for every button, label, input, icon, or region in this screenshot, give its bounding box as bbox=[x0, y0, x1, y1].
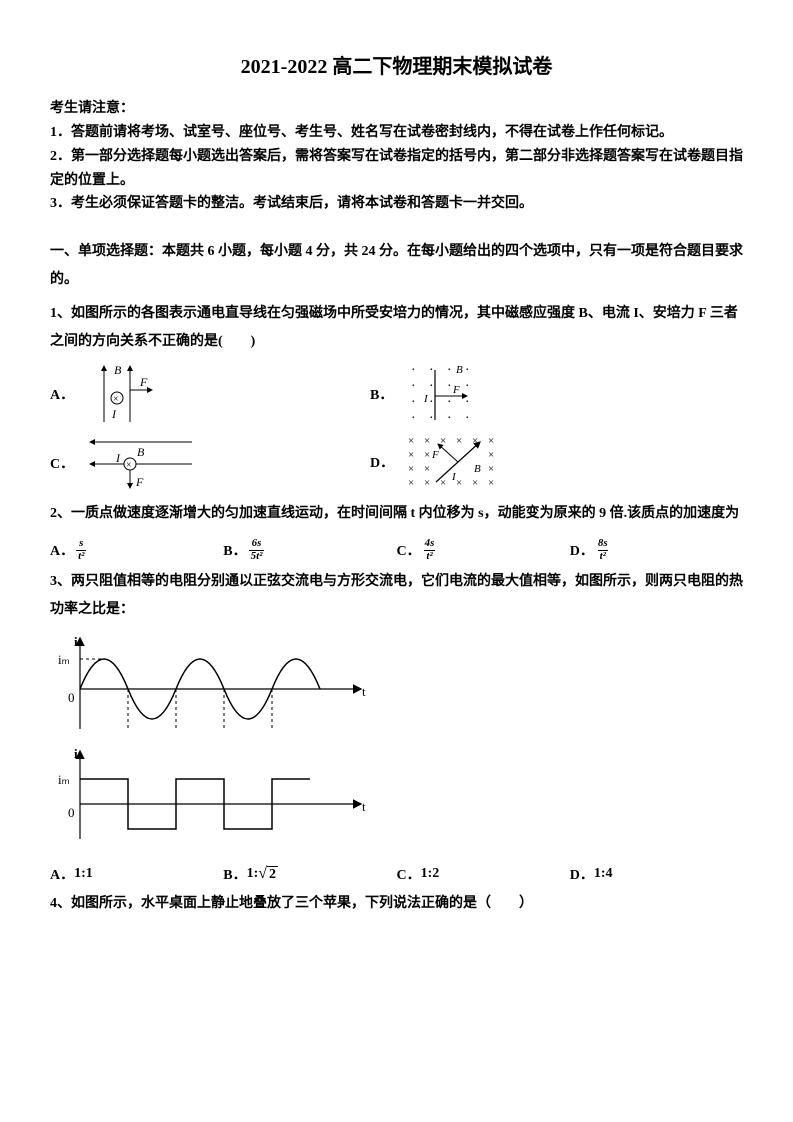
svg-text:×: × bbox=[408, 477, 414, 489]
svg-text:×: × bbox=[456, 435, 462, 447]
svg-text:·: · bbox=[429, 395, 434, 410]
q1-opt-d-label: D． bbox=[370, 452, 394, 472]
notice-item: 1．答题前请将考场、试室号、座位号、考生号、姓名写在试卷密封线内，不得在试卷上作… bbox=[50, 121, 743, 145]
q3-b-pre: 1: bbox=[247, 866, 259, 882]
q1-opt-c-label: C． bbox=[50, 453, 74, 473]
svg-text:F: F bbox=[135, 475, 144, 489]
svg-text:F: F bbox=[431, 449, 439, 461]
svg-text:·: · bbox=[465, 411, 470, 426]
q3-b-label: B． bbox=[223, 864, 246, 884]
q3-stem: 3、两只阻值相等的电阻分别通以正弦交流电与方形交流电，它们电流的最大值相等，如图… bbox=[50, 568, 743, 624]
q3-c-label: C． bbox=[397, 864, 421, 884]
q3-d-text: 1:4 bbox=[594, 866, 613, 882]
svg-text:×: × bbox=[440, 477, 446, 489]
notice-head: 考生请注意： bbox=[50, 97, 743, 117]
q1-diagram-d: ×××××× ××× ××× ×××××× F B I bbox=[402, 432, 522, 492]
svg-text:·: · bbox=[447, 395, 452, 410]
q1-opt-a-label: A． bbox=[50, 384, 74, 404]
svg-text:0: 0 bbox=[68, 805, 75, 820]
svg-text:·: · bbox=[429, 363, 434, 378]
svg-text:B: B bbox=[137, 445, 145, 459]
svg-text:×: × bbox=[488, 449, 494, 461]
svg-text:·: · bbox=[429, 379, 434, 394]
svg-text:·: · bbox=[447, 411, 452, 426]
q1-diagram-c: B × I F bbox=[82, 432, 202, 494]
q3-d-label: D． bbox=[570, 864, 594, 884]
exam-title: 2021-2022 高二下物理期末模拟试卷 bbox=[50, 50, 743, 79]
svg-text:B: B bbox=[114, 363, 122, 377]
svg-text:×: × bbox=[424, 435, 430, 447]
svg-text:I: I bbox=[115, 451, 121, 465]
section-1-head: 一、单项选择题：本题共 6 小题，每小题 4 分，共 24 分。在每小题给出的四… bbox=[50, 238, 743, 294]
q4-stem: 4、如图所示，水平桌面上静止地叠放了三个苹果，下列说法正确的是（ ） bbox=[50, 890, 743, 918]
svg-text:·: · bbox=[429, 411, 434, 426]
svg-text:t: t bbox=[362, 684, 366, 699]
svg-text:×: × bbox=[126, 460, 132, 471]
svg-text:i: i bbox=[74, 746, 78, 761]
svg-text:F: F bbox=[452, 384, 460, 396]
svg-text:i: i bbox=[74, 634, 78, 649]
q1-row-cd: C． B × I F D． × × × × × × × × × × × × × × × × × × F bbox=[50, 432, 743, 494]
svg-text:·: · bbox=[411, 395, 416, 410]
q3-c-text: 1:2 bbox=[421, 866, 440, 882]
svg-text:×: × bbox=[408, 449, 414, 461]
q3-a-label: A． bbox=[50, 864, 74, 884]
svg-text:·: · bbox=[411, 363, 416, 378]
svg-text:×: × bbox=[424, 449, 430, 461]
svg-text:I: I bbox=[111, 407, 117, 421]
q2-c-frac: 4st² bbox=[423, 538, 437, 562]
q2-stem: 2、一质点做速度逐渐增大的匀加速直线运动，在时间间隔 t 内位移为 s，动能变为… bbox=[50, 500, 743, 528]
svg-text:×: × bbox=[424, 463, 430, 475]
svg-text:F: F bbox=[139, 375, 148, 389]
q2-d-frac: 8st² bbox=[596, 538, 610, 562]
q1-diagram-a: B × I F bbox=[82, 360, 172, 428]
q1-row-ab: A． B × I F B． ···· ···· ···· ···· B I bbox=[50, 360, 743, 428]
svg-text:×: × bbox=[113, 394, 119, 405]
notice-item: 3．考生必须保证答题卡的整洁。考试结束后，请将本试卷和答题卡一并交回。 bbox=[50, 192, 743, 216]
q2-a-frac: st² bbox=[76, 538, 86, 562]
svg-text:×: × bbox=[440, 435, 446, 447]
svg-text:·: · bbox=[411, 379, 416, 394]
svg-text:·: · bbox=[411, 411, 416, 426]
svg-text:·: · bbox=[465, 395, 470, 410]
svg-text:×: × bbox=[472, 477, 478, 489]
q2-options: A． st² B． 6s5t² C． 4st² D． 8st² bbox=[50, 538, 743, 562]
q3-b-sqrt: 2 bbox=[258, 865, 278, 883]
svg-text:·: · bbox=[465, 379, 470, 394]
q2-b-label: B． bbox=[223, 540, 246, 560]
q2-c-label: C． bbox=[397, 540, 421, 560]
svg-text:t: t bbox=[362, 799, 366, 814]
q1-stem: 1、如图所示的各图表示通电直导线在匀强磁场中所受安培力的情况，其中磁感应强度 B… bbox=[50, 300, 743, 356]
q1-opt-b-label: B． bbox=[370, 384, 393, 404]
svg-text:×: × bbox=[488, 477, 494, 489]
svg-text:·: · bbox=[447, 379, 452, 394]
q3-a-text: 1:1 bbox=[74, 866, 93, 882]
svg-text:×: × bbox=[424, 477, 430, 489]
q3-options: A． 1:1 B． 1: 2 C． 1:2 D． 1:4 bbox=[50, 864, 743, 884]
svg-text:×: × bbox=[488, 463, 494, 475]
svg-text:×: × bbox=[408, 463, 414, 475]
notice-item: 2．第一部分选择题每小题选出答案后，需将答案写在试卷指定的括号内，第二部分非选择… bbox=[50, 145, 743, 193]
svg-text:×: × bbox=[408, 435, 414, 447]
svg-text:iₘ: iₘ bbox=[58, 652, 70, 667]
svg-text:B: B bbox=[474, 463, 481, 475]
q3-graph: i iₘ 0 t i iₘ 0 t bbox=[50, 634, 743, 854]
q1-diagram-b: ···· ···· ···· ···· B I F bbox=[401, 360, 501, 428]
svg-text:×: × bbox=[488, 435, 494, 447]
svg-text:·: · bbox=[465, 363, 470, 378]
q2-b-frac: 6s5t² bbox=[249, 538, 265, 562]
svg-text:0: 0 bbox=[68, 690, 75, 705]
q2-d-label: D． bbox=[570, 540, 594, 560]
svg-text:iₘ: iₘ bbox=[58, 772, 70, 787]
svg-text:·: · bbox=[447, 363, 452, 378]
q2-a-label: A． bbox=[50, 540, 74, 560]
svg-text:×: × bbox=[456, 477, 462, 489]
svg-text:B: B bbox=[456, 364, 463, 376]
